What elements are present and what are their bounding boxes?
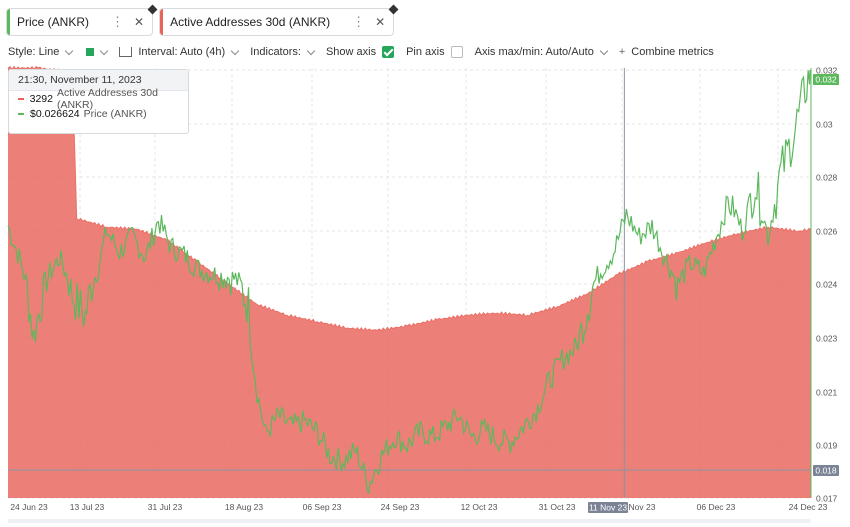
crosshair-x-badge bbox=[588, 502, 628, 513]
pin-axis-checkbox[interactable] bbox=[450, 46, 463, 58]
crosshair-y-label: 0.018 bbox=[815, 466, 837, 476]
x-tick-label: 13 Jul 23 bbox=[70, 502, 105, 512]
tooltip-value: $0.026624 bbox=[30, 108, 80, 120]
style-label: Style: Line bbox=[8, 46, 60, 58]
crosshair-y-badge bbox=[813, 465, 839, 476]
x-tick-label: 31 Jul 23 bbox=[148, 502, 183, 512]
x-tick-label: 18 Aug 23 bbox=[225, 502, 264, 512]
tab-price[interactable]: Price (ANKR) ⋮ ✕ bbox=[6, 4, 158, 36]
tooltip-date: 21:30, November 11, 2023 bbox=[9, 70, 188, 91]
tooltip-row-active-addresses: 3292 Active Addresses 30d (ANKR) bbox=[18, 87, 188, 111]
y-tick-label: 0.032 bbox=[816, 66, 838, 76]
tooltip-row-price: $0.026624 Price (ANKR) bbox=[18, 107, 188, 121]
bottom-scrollbar bbox=[8, 519, 811, 523]
crosshair-x-label: 11 Nov 23 bbox=[589, 503, 627, 513]
show-axis-toggle[interactable]: Show axis bbox=[325, 46, 395, 58]
plus-icon: + bbox=[618, 46, 626, 58]
interval-dropdown[interactable]: Interval: Auto (4h) bbox=[119, 46, 240, 58]
color-swatch bbox=[86, 48, 95, 56]
y-tick-label: 0.024 bbox=[816, 280, 838, 290]
y-tick-label: 0.023 bbox=[816, 334, 838, 344]
x-tick-label: 24 Dec 23 bbox=[789, 502, 828, 512]
x-tick-label: 06 Sep 23 bbox=[303, 502, 342, 512]
calendar-icon bbox=[119, 47, 133, 57]
tab-active-addresses-label: Active Addresses 30d (ANKR) bbox=[170, 15, 331, 29]
y-tick-label: 0.028 bbox=[816, 173, 838, 183]
interval-label: Interval: Auto (4h) bbox=[138, 46, 226, 58]
indicators-label: Indicators: bbox=[250, 46, 301, 58]
axis-minmax-dropdown[interactable]: Axis max/min: Auto/Auto bbox=[474, 46, 609, 58]
active-addresses-area bbox=[8, 66, 811, 498]
color-picker[interactable] bbox=[84, 46, 109, 56]
tab-active-addresses[interactable]: Active Addresses 30d (ANKR) ⋮ ✕ bbox=[159, 4, 399, 36]
x-tick-label: 06 Dec 23 bbox=[697, 502, 736, 512]
x-tick-label: 24 Sep 23 bbox=[381, 502, 420, 512]
close-icon[interactable]: ✕ bbox=[375, 15, 386, 29]
indicators-dropdown[interactable]: Indicators: bbox=[250, 46, 316, 58]
price-badge-label: 0.032 bbox=[815, 75, 837, 85]
tab-price-label: Price (ANKR) bbox=[17, 15, 90, 29]
tooltip-metric-name: Price (ANKR) bbox=[83, 108, 147, 120]
combine-metrics-button[interactable]: + Combine metrics bbox=[619, 46, 714, 58]
x-tick-label: Nov 23 bbox=[629, 502, 656, 512]
y-tick-label: 0.019 bbox=[816, 441, 838, 451]
legend-marker bbox=[18, 98, 24, 100]
watermark: santiment bbox=[293, 237, 571, 309]
metric-tabs: Price (ANKR) ⋮ ✕ Active Addresses 30d (A… bbox=[6, 4, 399, 38]
tab-active-addresses-color bbox=[160, 9, 164, 35]
combine-label: Combine metrics bbox=[631, 46, 714, 58]
active-addresses-line bbox=[7, 65, 812, 332]
y-tick-label: 0.03 bbox=[816, 120, 833, 130]
chart-tooltip: 21:30, November 11, 2023 3292 Active Add… bbox=[8, 69, 189, 134]
pin-axis-label: Pin axis bbox=[406, 46, 445, 58]
x-tick-label: 24 Jun 23 bbox=[10, 502, 48, 512]
legend-marker bbox=[18, 113, 24, 115]
more-icon[interactable]: ⋮ bbox=[352, 14, 366, 29]
chart-toolbar: Style: Line Interval: Auto (4h) Indicato… bbox=[8, 44, 726, 60]
axis-minmax-label: Axis max/min: Auto/Auto bbox=[474, 46, 594, 58]
tooltip-value: 3292 bbox=[29, 93, 53, 105]
y-tick-label: 0.017 bbox=[816, 494, 838, 504]
price-line bbox=[7, 69, 811, 495]
tab-price-color bbox=[7, 9, 10, 35]
x-tick-label: 12 Oct 23 bbox=[461, 502, 498, 512]
show-axis-label: Show axis bbox=[325, 46, 377, 58]
x-tick-label: 31 Oct 23 bbox=[539, 502, 576, 512]
price-badge bbox=[813, 74, 839, 85]
show-axis-checkbox[interactable] bbox=[382, 46, 395, 58]
more-icon[interactable]: ⋮ bbox=[111, 14, 125, 29]
y-tick-label: 0.021 bbox=[816, 388, 838, 398]
tooltip-metric-name: Active Addresses 30d (ANKR) bbox=[56, 87, 158, 111]
close-icon[interactable]: ✕ bbox=[134, 15, 145, 29]
style-dropdown[interactable]: Style: Line bbox=[8, 46, 74, 58]
pin-axis-toggle[interactable]: Pin axis bbox=[406, 46, 463, 58]
y-tick-label: 0.026 bbox=[816, 227, 838, 237]
